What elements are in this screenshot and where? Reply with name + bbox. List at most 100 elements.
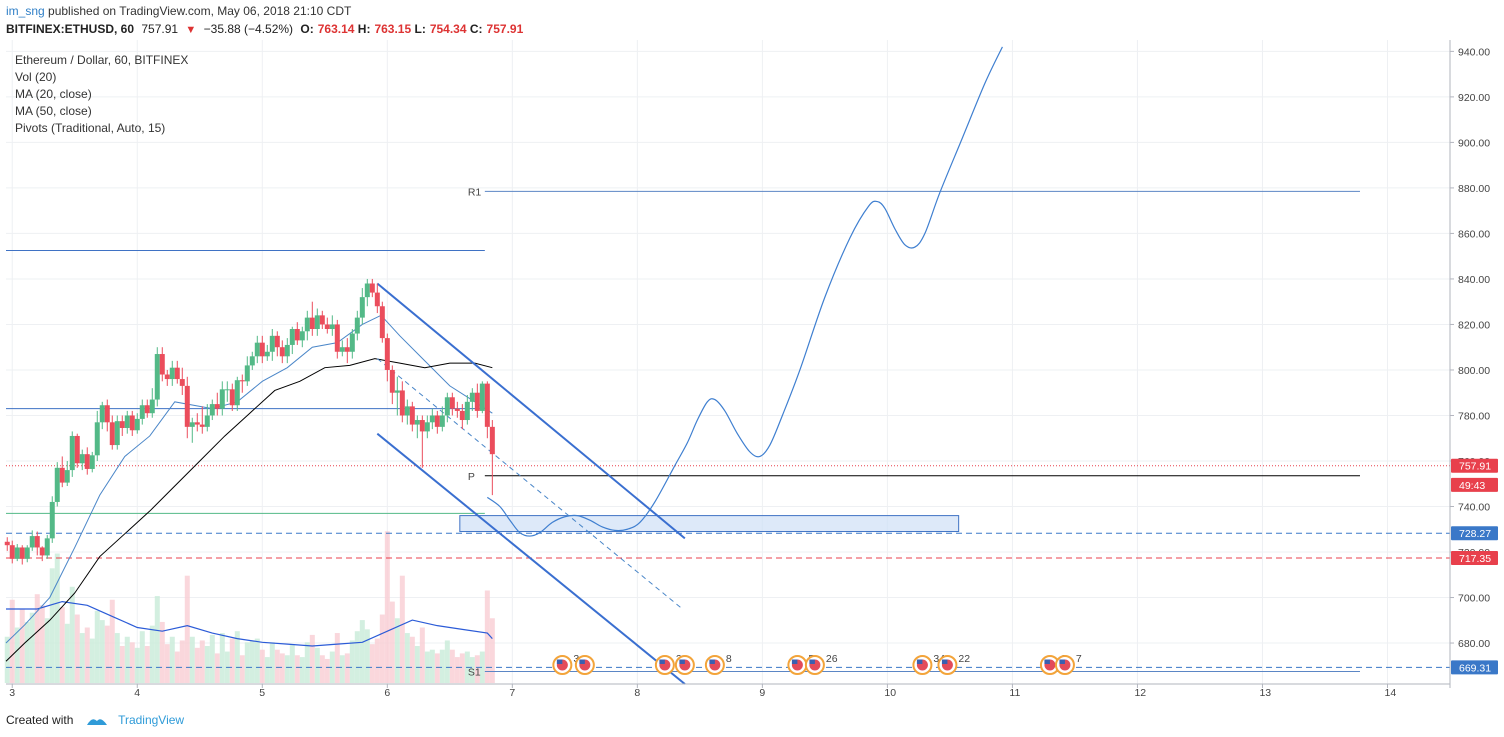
candle-body [99,405,105,423]
high-value: 763.15 [374,22,412,36]
candle-body [279,347,285,357]
event-count-label: 22 [958,653,970,665]
x-tick-label: 5 [259,687,265,699]
event-flag-icon [574,655,595,675]
price-tag [1451,526,1498,541]
channel-mid-dashed-line [376,358,683,610]
candlesticks [4,278,495,565]
candle-body [474,392,480,411]
candle-body [364,283,370,298]
volume-bar [79,633,85,683]
volume-bar [234,631,240,683]
candle-body [49,501,55,539]
candle-body [109,422,115,446]
candle-body [134,418,140,431]
candle-body [149,399,155,414]
candle-body [129,415,135,431]
low-label: L: [414,22,426,36]
candle-body [319,315,325,325]
candle-body [394,390,400,393]
demand-zone-rect [459,515,960,533]
volume-bar [69,586,75,683]
candle-body [309,317,315,330]
volume-bar [329,651,335,683]
candle-body [29,536,35,548]
volume-bar [299,657,305,683]
volume-bar [389,601,395,683]
x-tick-label: 4 [134,687,140,699]
x-tick-label: 7 [509,687,515,699]
volume-bar [434,653,440,683]
x-tick-label: 14 [1384,687,1396,699]
volume-bar [339,655,345,683]
candle-body [39,547,45,556]
tradingview-link[interactable]: TradingView [118,713,185,727]
candle-body [209,404,215,416]
candle-body [249,356,255,366]
volume-bar [354,631,360,683]
volume-bar [479,651,485,683]
publish-info: im_sng published on TradingView.com, May… [6,3,351,19]
candle-body [344,347,350,352]
candle-body [459,410,465,421]
candle-body [229,389,235,406]
candle-body [399,390,405,416]
x-tick-label: 12 [1134,687,1146,699]
volume-bar [64,623,70,683]
candle-body [194,422,200,425]
drawing-tools[interactable] [376,46,1003,685]
event-flag-icon [674,655,695,675]
close-value: 757.91 [486,22,524,36]
candle-body [329,324,335,330]
event-flag-canton [679,659,685,664]
volume-bar [274,649,280,683]
volume-bar [249,640,255,683]
pivot-label: R1 [468,186,482,198]
candle-body [179,379,185,386]
event-flag-canton [556,659,563,664]
volume-bar [129,642,135,683]
candle-body [4,541,10,546]
candle-body [369,283,375,293]
username-link[interactable]: im_sng [6,4,45,18]
volume-bar [334,633,340,683]
event-flag-icon: 8 [704,653,732,675]
event-count-label: 7 [1076,653,1082,665]
forecast-path [486,46,1003,537]
down-arrow-icon: ▼ [185,24,197,36]
volume-bar [349,640,355,683]
volume-bar [199,640,205,683]
volume-bar [154,596,160,683]
indicator-lines: R1 P S1 [5,186,1450,678]
volume-bar [124,636,130,683]
tradingview-logo-icon [86,719,107,725]
volume-bar [24,621,30,683]
economic-events[interactable]: 328526342227 [552,653,1082,675]
ma50-line [5,358,493,662]
volume-bar [259,649,265,683]
footer: Created with TradingView [6,710,184,730]
volume-bar [94,610,100,683]
candle-body [234,380,240,406]
volume-bar [114,633,120,683]
last-price: 757.91 [141,22,179,36]
x-tick-label: 9 [759,687,765,699]
volume-bar [219,633,225,683]
y-tick-label: 820.00 [1458,319,1490,331]
close-label: C: [469,22,483,36]
chart-axes[interactable]: 680.00700.00720.00740.00760.00780.00800.… [6,40,1498,699]
volume-bar [89,638,95,683]
event-flag-canton [1044,659,1050,664]
price-tag-label: 728.27 [1459,528,1491,540]
candle-body [419,420,425,432]
candle-body [89,455,95,469]
candle-body [409,406,415,425]
candle-body [449,397,455,409]
y-tick-label: 880.00 [1458,183,1490,195]
volume-bar [359,620,365,683]
event-flag-icon: 3 [552,653,579,675]
candle-body [469,392,475,402]
price-tag [1451,660,1498,675]
volume-bar [264,657,270,683]
